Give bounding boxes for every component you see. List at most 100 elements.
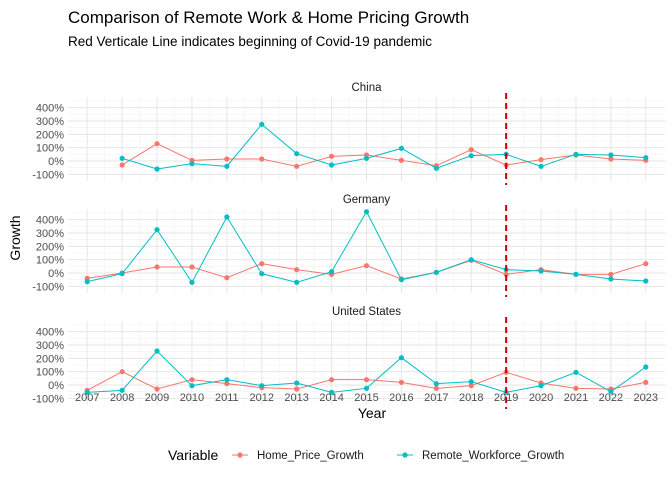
data-point	[294, 151, 300, 157]
data-point	[573, 151, 579, 157]
data-point	[433, 381, 439, 387]
legend-key-point	[237, 452, 243, 458]
y-tick-label: 0%	[48, 156, 64, 168]
data-point	[468, 383, 474, 389]
y-tick-label: 400%	[36, 103, 64, 115]
data-point	[294, 279, 300, 285]
y-tick-label: 300%	[36, 228, 64, 240]
y-tick-label: 100%	[36, 367, 64, 379]
data-point	[573, 385, 579, 391]
x-tick-label: 2020	[529, 392, 553, 404]
x-tick-label: 2021	[564, 392, 588, 404]
data-point	[433, 269, 439, 275]
data-point	[189, 264, 195, 270]
data-point	[119, 155, 125, 161]
data-point	[363, 263, 370, 269]
data-point	[538, 163, 544, 169]
data-point	[189, 161, 195, 167]
x-tick-label: 2023	[634, 392, 658, 404]
series-line	[121, 143, 646, 167]
legend-label: Remote_Workforce_Growth	[422, 450, 564, 462]
facet-strip-label: United States	[332, 306, 401, 318]
chart-title: Comparison of Remote Work & Home Pricing…	[68, 8, 469, 27]
data-point	[433, 385, 439, 391]
data-point	[154, 386, 160, 392]
x-tick-label: 2013	[284, 392, 308, 404]
data-point	[643, 278, 649, 284]
data-point	[608, 276, 614, 282]
x-tick-label: 2010	[180, 392, 204, 404]
legend-label: Home_Price_Growth	[257, 450, 364, 462]
data-point	[189, 383, 195, 389]
facet-panel-united-states: United States -100%0%100% 200%300%400%	[32, 306, 665, 409]
data-point	[294, 386, 300, 392]
data-point	[363, 209, 370, 215]
data-point	[608, 156, 614, 162]
data-point	[363, 385, 370, 391]
data-point	[398, 157, 405, 163]
data-point	[328, 389, 335, 395]
data-point	[259, 121, 265, 127]
y-axis-title: Growth	[7, 215, 23, 260]
data-point	[643, 379, 649, 385]
data-point	[468, 147, 474, 153]
y-tick-label: 400%	[36, 327, 64, 339]
data-point	[328, 153, 335, 159]
x-tick-label: 2019	[494, 392, 518, 404]
y-tick-label: -100%	[32, 393, 64, 405]
data-point	[363, 377, 370, 383]
data-point	[468, 153, 474, 159]
data-point	[224, 381, 230, 387]
data-point	[84, 279, 90, 285]
data-point	[224, 377, 230, 383]
data-point	[154, 166, 160, 172]
legend-item: Remote_Workforce_Growth	[397, 450, 564, 462]
data-point	[538, 157, 544, 163]
data-point	[259, 271, 265, 277]
data-point	[224, 163, 230, 169]
facet-panel-germany: Germany -100%0%100% 200%300%400%	[32, 194, 665, 297]
data-point	[328, 377, 335, 383]
x-tick-label: 2009	[145, 392, 169, 404]
x-tick-label: 2015	[354, 392, 378, 404]
data-point	[154, 264, 160, 270]
data-point	[119, 387, 125, 393]
data-point	[608, 389, 614, 395]
y-tick-label: -100%	[32, 281, 64, 293]
data-point	[608, 271, 614, 277]
data-point	[538, 268, 544, 274]
y-tick-label: 0%	[48, 268, 64, 280]
data-point	[224, 214, 230, 220]
data-point	[328, 269, 335, 275]
legend-item: Home_Price_Growth	[232, 450, 364, 462]
x-tick-label: 2008	[110, 392, 134, 404]
x-tick-label: 2016	[389, 392, 413, 404]
data-point	[398, 379, 405, 385]
data-point	[294, 163, 300, 169]
data-point	[154, 141, 160, 147]
data-point	[503, 271, 509, 277]
data-point	[224, 156, 230, 162]
data-point	[119, 162, 125, 168]
data-point	[154, 227, 160, 233]
legend-key-point	[402, 452, 408, 458]
data-point	[119, 369, 125, 375]
legend: Variable Home_Price_Growth Remote_Workfor…	[168, 447, 564, 463]
data-point	[573, 271, 579, 277]
x-tick-label: 2011	[215, 392, 239, 404]
data-point	[259, 383, 265, 389]
x-axis-title: Year	[358, 405, 387, 421]
data-point	[398, 355, 405, 361]
legend-title: Variable	[168, 447, 219, 463]
x-tick-label: 2018	[459, 392, 483, 404]
data-point	[328, 162, 335, 168]
facet-strip-label: Germany	[343, 194, 391, 206]
data-point	[154, 348, 160, 354]
data-point	[294, 380, 300, 386]
series-line	[121, 123, 646, 170]
data-point	[468, 379, 474, 385]
y-tick-label: 200%	[36, 241, 64, 253]
data-point	[538, 383, 544, 389]
y-tick-label: 300%	[36, 116, 64, 128]
y-tick-label: 0%	[48, 380, 64, 392]
